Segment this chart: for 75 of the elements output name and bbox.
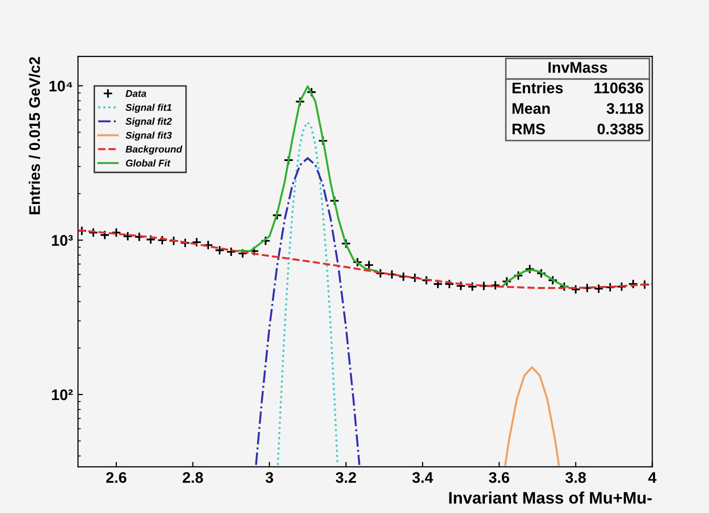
- point: [594, 284, 604, 294]
- annotation: 110636: [594, 82, 644, 94]
- legend-label: Data: [126, 90, 146, 97]
- line-series: [504, 366, 560, 466]
- point: [375, 268, 386, 278]
- point: [605, 282, 616, 292]
- legend-label: Signal fit2: [126, 118, 172, 127]
- legend-label: Background: [126, 146, 182, 155]
- y-axis-title: Entries / 0.015 GeV/c2: [28, 57, 40, 214]
- legend-label: Signal fit3: [126, 132, 172, 141]
- annotation: RMS: [512, 124, 545, 134]
- x-tick-label: 3.2: [336, 472, 356, 483]
- x-tick-label: 3.4: [412, 472, 434, 483]
- point: [284, 155, 294, 166]
- point: [582, 282, 592, 293]
- point: [122, 231, 133, 242]
- y-tick-label: 10⁴: [50, 80, 72, 92]
- point: [88, 228, 98, 238]
- point: [616, 282, 627, 292]
- point: [410, 272, 420, 283]
- point: [490, 280, 500, 290]
- point: [134, 232, 144, 242]
- point: [203, 240, 214, 250]
- annotation: InvMass: [548, 62, 608, 73]
- legend-label: Signal fit1: [126, 104, 172, 113]
- x-axis-title: Invariant Mass of Mu+Mu-: [449, 491, 652, 504]
- point: [536, 268, 546, 278]
- point: [628, 278, 638, 289]
- point: [111, 228, 122, 238]
- point: [502, 276, 512, 286]
- point: [180, 238, 190, 248]
- point: [157, 235, 168, 246]
- annotation: 0.3385: [598, 124, 644, 134]
- y-tick-label: 10³: [52, 235, 73, 246]
- x-tick-label: 4: [648, 472, 656, 483]
- line-series: [78, 229, 652, 289]
- point: [421, 275, 432, 286]
- point: [513, 270, 524, 281]
- point: [524, 264, 535, 274]
- point: [192, 237, 202, 248]
- point: [214, 245, 225, 256]
- point: [570, 284, 581, 294]
- point: [444, 278, 454, 289]
- line-series: [276, 121, 339, 466]
- legend-label: Global Fit: [126, 159, 171, 167]
- x-tick-label: 2.6: [106, 472, 126, 483]
- x-tick-label: 3.6: [488, 472, 510, 483]
- point: [226, 246, 236, 257]
- point: [168, 236, 179, 246]
- point: [364, 260, 374, 270]
- point: [238, 248, 248, 258]
- point: [559, 282, 570, 292]
- point: [467, 282, 478, 292]
- point: [100, 230, 110, 240]
- point: [249, 246, 260, 256]
- point: [295, 96, 306, 107]
- point: [352, 257, 362, 268]
- line-series: [255, 157, 360, 466]
- point: [330, 196, 340, 206]
- point: [272, 210, 282, 220]
- point: [306, 87, 317, 98]
- annotation: 3.118: [606, 103, 644, 114]
- point: [146, 234, 156, 244]
- annotation: Entries: [512, 82, 563, 94]
- x-tick-label: 3: [266, 472, 274, 483]
- point: [456, 280, 466, 291]
- point: [260, 236, 271, 246]
- point: [478, 280, 489, 291]
- x-tick-label: 3.8: [565, 472, 586, 483]
- point: [548, 275, 558, 286]
- y-tick-label: 10²: [52, 389, 73, 400]
- annotation: Mean: [512, 103, 550, 114]
- point: [340, 238, 351, 249]
- x-tick-label: 2.8: [182, 472, 203, 483]
- point: [318, 136, 328, 146]
